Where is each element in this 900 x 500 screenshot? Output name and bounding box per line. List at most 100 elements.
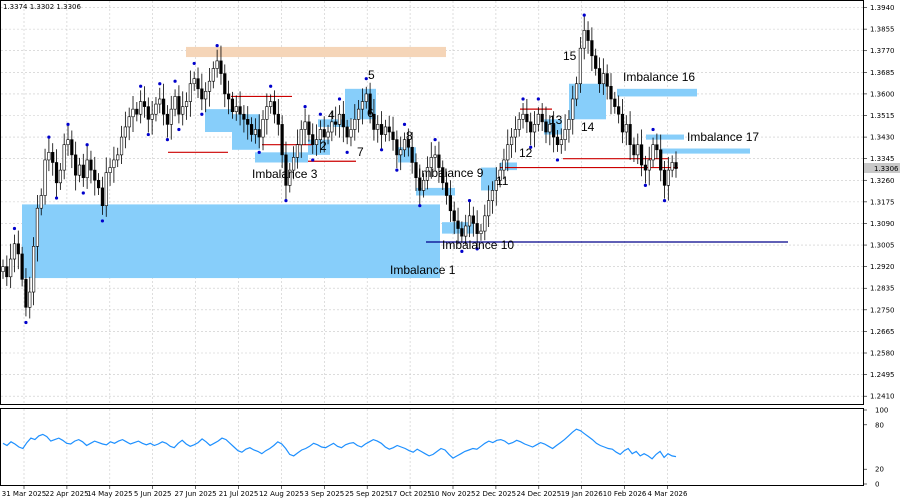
candle-body [349, 129, 353, 138]
swing-low-marker [54, 196, 59, 200]
candle-body [303, 121, 307, 130]
candle-body [142, 101, 147, 107]
y-tick-label: 1.3685 [870, 69, 895, 77]
x-tick-label: 22 Apr 2025 [45, 490, 88, 498]
imbalance-zone-16 [617, 88, 697, 97]
label-imbalance-9: Imbalance 9 [418, 166, 484, 180]
candle-body [318, 129, 322, 140]
candle-body [158, 98, 162, 105]
swing-low-marker [311, 158, 315, 162]
candle-body [5, 266, 9, 278]
candle-body [479, 230, 483, 234]
label-15: 15 [563, 49, 577, 63]
label-11: 11 [496, 174, 509, 188]
swing-high-marker [215, 44, 219, 48]
candle-body [242, 113, 246, 120]
y-tick-label: 1.3005 [870, 242, 895, 250]
candle-body [410, 146, 414, 163]
swing-high-marker [139, 84, 143, 88]
x-tick-label: 12 Aug 2025 [259, 490, 304, 498]
x-tick-label: 27 Jun 2025 [175, 490, 217, 498]
x-tick-label: 19 Jan 2026 [561, 490, 604, 498]
candle-body [353, 119, 357, 130]
candle-body [372, 113, 376, 130]
candle-body [146, 106, 150, 120]
imbalance-zone-17 [661, 148, 750, 154]
imbalance-zone-a [205, 109, 232, 133]
candle-body [387, 126, 391, 133]
candle-body [383, 126, 387, 135]
y-tick-label: 1.2580 [870, 350, 895, 358]
y-tick-label: 1.2750 [870, 306, 895, 314]
candle-body [483, 215, 487, 232]
candle-body [85, 159, 89, 179]
candle-body [655, 144, 659, 151]
swing-low-marker [475, 247, 479, 251]
candle-body [433, 154, 437, 158]
candle-body [54, 162, 59, 184]
candle-body [513, 129, 517, 138]
candle-body [414, 162, 418, 179]
swing-low-marker [379, 148, 384, 152]
candle-body [330, 121, 334, 133]
candle-body [269, 101, 273, 107]
candle-body [525, 113, 529, 123]
candle-body [39, 195, 43, 209]
swing-low-marker [460, 249, 464, 253]
candle-body [662, 169, 667, 186]
candle-body [211, 68, 215, 82]
candle-body [402, 139, 407, 151]
candle-body [28, 291, 32, 308]
candle-body [406, 139, 410, 148]
x-tick-label: 24 Dec 2025 [516, 490, 561, 498]
candle-body [376, 124, 380, 130]
candle-body [165, 113, 170, 125]
candle-body [196, 78, 200, 90]
candle-body [307, 121, 311, 135]
swing-high-marker [521, 97, 525, 101]
candle-body [670, 162, 674, 171]
candle-body [555, 136, 560, 146]
label-6: 6 [367, 106, 374, 120]
candle-body [617, 106, 621, 115]
axes: 1.3940 1.3855 1.3770 1.3685 1.3600 1.3515 1.34… [2, 4, 895, 498]
swing-high-marker [337, 97, 342, 101]
candle-body [188, 83, 192, 102]
candle-body [666, 169, 670, 186]
candle-body [311, 134, 315, 146]
swing-high-marker [85, 143, 89, 147]
candle-body [131, 108, 135, 118]
imbalance-zone-4 [318, 119, 350, 127]
swing-high-marker [433, 138, 437, 142]
candle-body [70, 139, 74, 156]
candle-body [391, 131, 395, 140]
candle-body [12, 243, 17, 260]
candle-body [548, 124, 552, 133]
swing-high-marker [402, 122, 407, 126]
swing-low-marker [345, 150, 349, 154]
candle-body [47, 152, 51, 161]
candle-body [192, 78, 196, 85]
candle-body [357, 108, 361, 120]
candle-body [636, 144, 640, 156]
candle-body [464, 225, 468, 237]
candle-body [429, 157, 433, 168]
candle-body [169, 108, 173, 125]
candle-body [74, 154, 78, 176]
candle-body [563, 129, 567, 140]
candle-body [529, 121, 533, 133]
candle-body [574, 83, 579, 100]
y-tick-label: 1.3855 [870, 26, 895, 34]
candle-body [295, 144, 300, 158]
candle-body [337, 113, 342, 125]
osc-tick-label: 80 [875, 421, 884, 429]
swing-high-marker [467, 198, 472, 203]
label-12: 12 [519, 146, 533, 160]
candle-body [276, 113, 280, 125]
candle-body [314, 139, 319, 146]
x-tick-label: 14 May 2025 [87, 490, 133, 498]
candle-body [341, 113, 345, 128]
candle-body [230, 98, 235, 112]
